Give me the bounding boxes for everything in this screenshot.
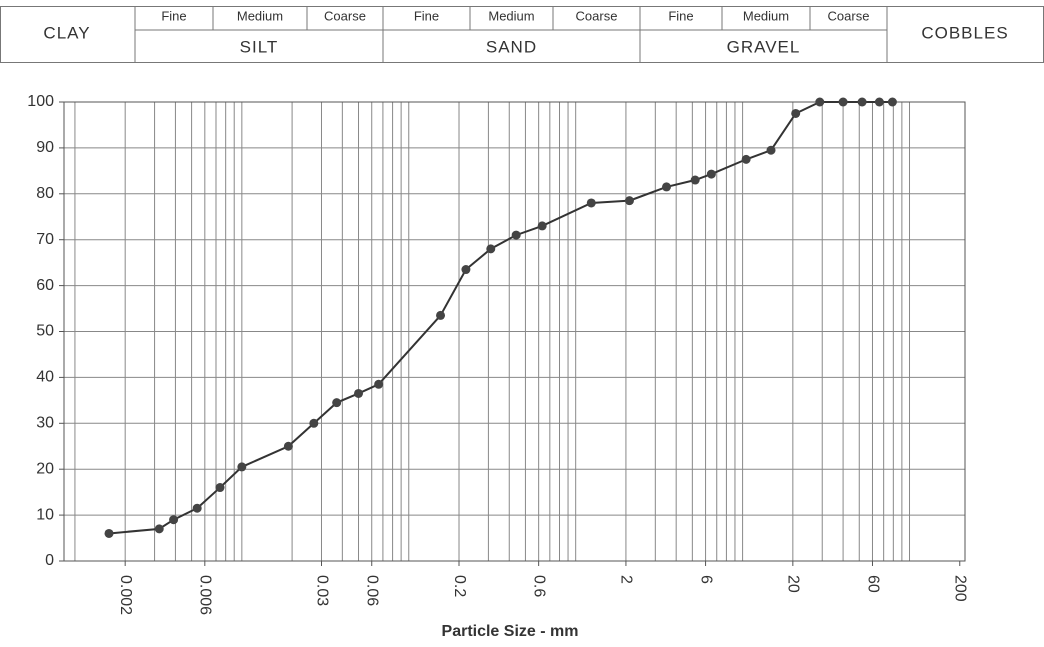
- y-tick-label: 10: [36, 506, 54, 523]
- subdivision-label: Coarse: [576, 8, 618, 23]
- data-point: [436, 310, 446, 320]
- data-point: [237, 462, 247, 472]
- y-tick-label: 20: [36, 460, 54, 477]
- clay-label: CLAY: [43, 23, 90, 42]
- x-axis-label: Particle Size - mm: [442, 623, 579, 640]
- subdivision-label: Medium: [237, 8, 283, 23]
- y-tick-label: 40: [36, 369, 54, 386]
- data-point: [887, 97, 897, 107]
- y-tick-label: 70: [36, 231, 54, 248]
- data-point: [192, 503, 202, 513]
- x-tick-label: 200: [952, 575, 969, 602]
- x-tick-label: 0.06: [363, 575, 380, 606]
- data-point: [791, 108, 801, 118]
- y-tick-label: 30: [36, 415, 54, 432]
- data-point: [104, 528, 114, 538]
- subdivision-label: Coarse: [324, 8, 366, 23]
- data-point: [283, 441, 293, 451]
- group-label: SILT: [240, 37, 279, 56]
- data-point: [624, 196, 634, 206]
- x-tick-label: 2: [618, 575, 635, 584]
- data-point: [354, 388, 364, 398]
- data-point: [169, 515, 179, 525]
- x-tick-label: 20: [785, 575, 802, 593]
- data-point: [154, 524, 164, 534]
- data-point: [741, 154, 751, 164]
- group-label: GRAVEL: [727, 37, 801, 56]
- x-tick-label: 0.2: [451, 575, 468, 597]
- subdivision-label: Fine: [414, 8, 439, 23]
- x-tick-label: 0.002: [117, 575, 134, 615]
- data-point: [511, 230, 521, 240]
- data-point: [537, 221, 547, 231]
- y-tick-label: 0: [45, 552, 54, 569]
- x-tick-label: 6: [697, 575, 714, 584]
- data-point: [309, 418, 319, 428]
- y-tick-label: 80: [36, 185, 54, 202]
- data-point: [706, 169, 716, 179]
- subdivision-label: Fine: [668, 8, 693, 23]
- data-point: [874, 97, 884, 107]
- x-tick-label: 0.03: [313, 575, 330, 606]
- y-tick-label: 50: [36, 323, 54, 340]
- data-point: [586, 198, 596, 208]
- data-point: [374, 379, 384, 389]
- data-point: [332, 398, 342, 408]
- data-point: [661, 182, 671, 192]
- y-tick-label: 90: [36, 139, 54, 156]
- x-tick-label: 0.006: [197, 575, 214, 615]
- subdivision-label: Fine: [161, 8, 186, 23]
- subdivision-label: Medium: [488, 8, 534, 23]
- data-point: [486, 244, 496, 254]
- data-point: [815, 97, 825, 107]
- x-tick-label: 0.6: [530, 575, 547, 597]
- data-point: [690, 175, 700, 185]
- data-point: [766, 145, 776, 155]
- data-point: [461, 265, 471, 275]
- cobbles-label: COBBLES: [921, 23, 1008, 42]
- subdivision-label: Medium: [743, 8, 789, 23]
- group-label: SAND: [486, 37, 537, 56]
- x-tick-label: 60: [864, 575, 881, 593]
- subdivision-label: Coarse: [828, 8, 870, 23]
- y-tick-label: 100: [27, 93, 54, 110]
- plot-frame: [63, 101, 966, 562]
- data-point: [215, 483, 225, 493]
- y-tick-label: 60: [36, 277, 54, 294]
- data-point: [857, 97, 867, 107]
- data-point: [838, 97, 848, 107]
